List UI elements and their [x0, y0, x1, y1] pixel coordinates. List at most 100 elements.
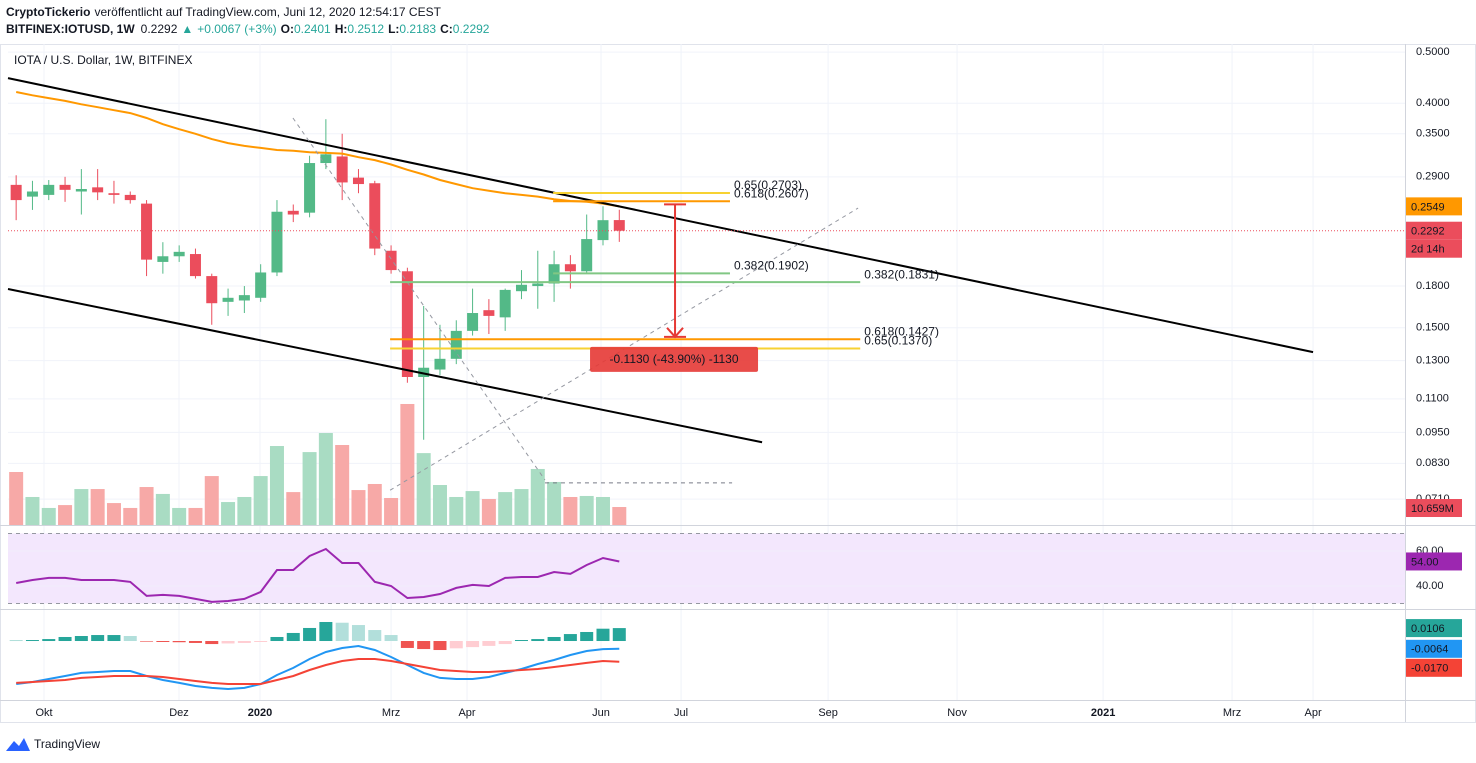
candle-body — [581, 239, 593, 272]
symbol: BITFINEX:IOTUSD, 1W — [6, 22, 135, 36]
volume-bar — [58, 505, 73, 525]
candle-body — [75, 188, 87, 192]
symbol-line: BITFINEX:IOTUSD, 1W 0.2292 ▲ +0.0067 (+3%) O… — [6, 22, 490, 36]
candle-body — [352, 177, 364, 185]
candle-body — [613, 220, 625, 231]
measure-label: -0.1130 (-43.90%) -1130 — [610, 352, 739, 366]
macd-histogram-bar — [319, 621, 333, 642]
trend-line — [7, 77, 1314, 354]
trend-line — [7, 288, 763, 444]
y-tick-label: 0.1100 — [1416, 393, 1449, 405]
volume-bar — [318, 433, 333, 525]
y-tick-label: 0.0950 — [1416, 426, 1450, 438]
candle-body — [108, 193, 120, 195]
candle-body — [532, 283, 544, 287]
candle-body — [43, 184, 55, 195]
candle-body — [271, 211, 283, 273]
candle-body — [483, 310, 495, 316]
plot-layer: 0.65(0.2703)0.618(0.2607) 0.382(0.1902) 0.… — [7, 77, 1405, 691]
y-tick-label: 0.2900 — [1416, 171, 1450, 183]
candle-body — [124, 194, 136, 201]
x-tick-label: Apr — [458, 707, 475, 719]
rsi-value-label: 54.00 — [1411, 556, 1439, 568]
candle-body — [450, 330, 462, 359]
candle-body — [597, 220, 609, 241]
logo: TradingView — [6, 737, 100, 751]
countdown-label-box — [1406, 239, 1462, 258]
grid — [8, 44, 1405, 700]
y-tick-label: 0.3500 — [1416, 128, 1450, 140]
ohlc-key: C: — [440, 22, 453, 36]
macd-histogram-bar — [188, 641, 202, 643]
ma-value-label-box — [1406, 197, 1462, 216]
rsi-line — [16, 547, 620, 603]
change: +0.0067 (+3%) — [197, 22, 276, 36]
measure-arrowhead — [666, 327, 684, 339]
volume-bar — [595, 496, 610, 525]
volume-bar — [563, 496, 578, 525]
macd-value-label: -0.0170 — [1411, 663, 1448, 675]
x-tick-label: Sep — [818, 707, 838, 719]
rsi-band — [8, 533, 1405, 604]
x-tick-label: Jul — [674, 707, 688, 719]
volume-bar — [416, 453, 431, 525]
logo-icon — [6, 738, 30, 751]
fib-label: 0.618(0.1427) — [864, 324, 939, 338]
macd-histogram-bar — [580, 631, 594, 642]
x-tick-label: 2021 — [1091, 707, 1115, 719]
macd-histogram-bar — [286, 632, 300, 642]
macd-histogram-bar — [58, 636, 72, 642]
candle-body — [141, 203, 153, 260]
volume-bar — [237, 496, 252, 525]
y-tick-label: 0.4000 — [1416, 97, 1450, 109]
macd-line — [16, 658, 620, 685]
macd-histogram-bar — [482, 641, 496, 646]
macd-histogram-bar — [254, 641, 268, 642]
volume-bar — [253, 476, 268, 525]
ohlc-value: 0.2183 — [399, 22, 436, 36]
fib-label: 0.65(0.1370) — [864, 334, 932, 348]
candle-body — [467, 313, 479, 331]
y-tick-label: 0.1500 — [1416, 322, 1450, 334]
macd-histogram-bar — [531, 639, 545, 642]
candle-body — [222, 297, 234, 302]
volume-bar — [155, 493, 170, 525]
volume-bar — [172, 507, 187, 525]
candle-body — [287, 210, 299, 215]
macd-histogram-bar — [237, 641, 251, 643]
x-tick-label: Mrz — [382, 707, 400, 719]
volume-bar — [221, 502, 236, 525]
volume-bar — [547, 481, 562, 525]
measure-label-box — [590, 346, 759, 372]
x-tick-label: Nov — [947, 707, 967, 719]
volume-layer — [9, 403, 627, 525]
volume-bar — [335, 445, 350, 525]
y-tick-label: 0.0830 — [1416, 457, 1450, 469]
macd-histogram-bar — [514, 640, 528, 642]
macd-histogram-bar — [433, 641, 447, 651]
macd-histogram-bar — [205, 641, 219, 645]
macd-histogram-bar — [74, 636, 88, 642]
volume-bar — [9, 472, 24, 525]
candle-body — [336, 156, 348, 183]
volume-bar — [579, 495, 594, 525]
candle-body — [189, 254, 201, 277]
macd-histogram-bar — [368, 630, 382, 642]
candle-body — [434, 358, 446, 370]
x-tick-label: 2020 — [248, 707, 272, 719]
volume-bar — [302, 452, 317, 525]
ohlc-value: 0.2401 — [294, 22, 331, 36]
brand: TradingView — [34, 737, 100, 751]
volume-bar — [498, 492, 513, 525]
rsi-value-label-box — [1406, 552, 1462, 571]
candle-body — [238, 295, 250, 301]
volume-bar — [384, 497, 399, 525]
volume-bar — [74, 489, 89, 525]
candle-body — [369, 183, 381, 249]
last-price-label: 0.2292 — [1411, 226, 1445, 238]
author: CryptoTickerio — [6, 5, 90, 19]
volume-bar — [449, 496, 464, 525]
volume-bar — [204, 476, 219, 525]
volume-bar — [351, 490, 366, 525]
ohlc-value: 0.2292 — [453, 22, 490, 36]
